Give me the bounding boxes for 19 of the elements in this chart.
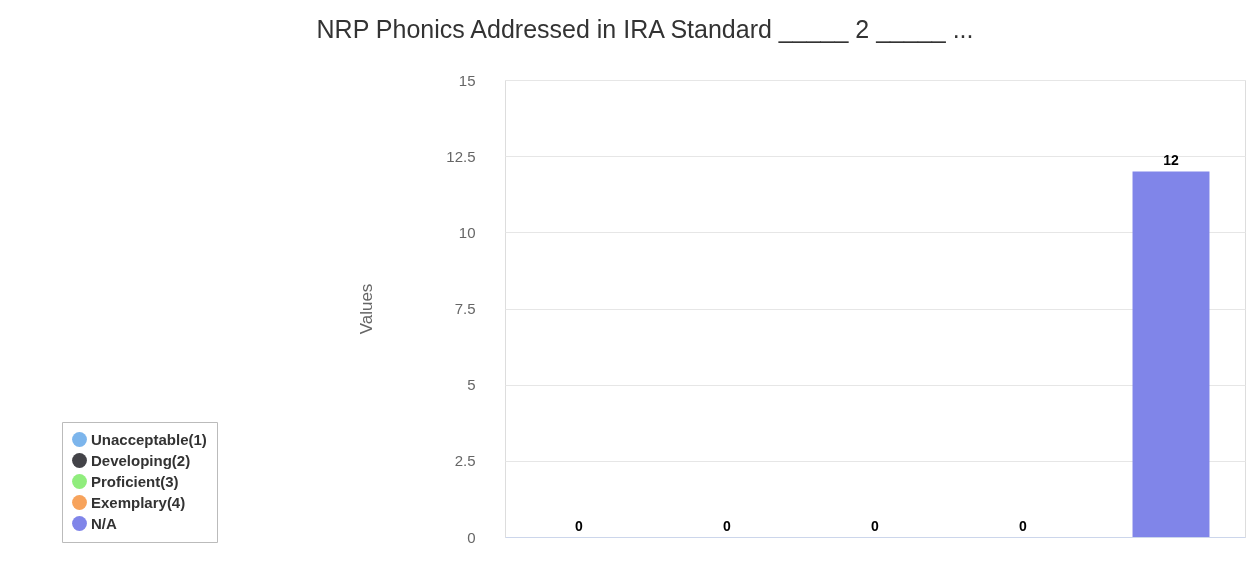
legend-label: Unacceptable(1): [91, 430, 207, 448]
y-tick-label: 15: [458, 71, 476, 89]
legend-label: N/A: [91, 514, 117, 532]
y-tick-label: 12.5: [446, 147, 476, 165]
chart-title: NRP Phonics Addressed in IRA Standard _____ 2 _____ ...: [316, 15, 974, 43]
legend-label: Exemplary(4): [91, 493, 186, 511]
y-tick-label: 0: [467, 528, 476, 546]
y-tick-label: 7.5: [454, 300, 476, 317]
legend-label: Proficient(3): [91, 472, 179, 490]
y-axis-title: Values: [357, 283, 377, 335]
y-tick-label: 10: [458, 223, 476, 241]
legend-label: Developing(2): [91, 451, 191, 469]
data-label: 0: [723, 518, 732, 534]
data-label: 0: [575, 518, 584, 534]
data-label: 0: [871, 518, 880, 534]
data-label: 12: [1163, 152, 1179, 169]
y-tick-label: 5: [467, 376, 476, 394]
y-tick-label: 2.5: [454, 452, 476, 470]
data-label: 0: [1019, 518, 1028, 534]
